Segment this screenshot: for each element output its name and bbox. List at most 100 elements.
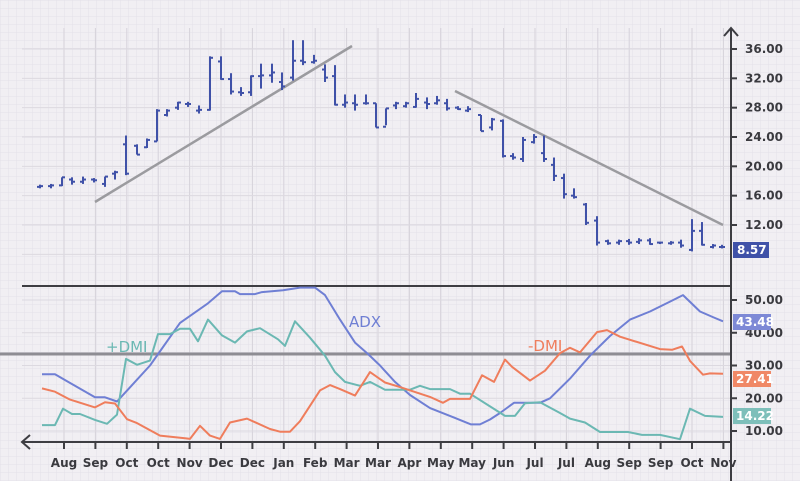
- ohlc-bar: [373, 102, 379, 129]
- ohlc-bar: [332, 65, 338, 106]
- ohlc-bar: [352, 94, 358, 111]
- ohlc-bar: [300, 40, 306, 66]
- price-badge-text: 8.57: [737, 243, 767, 257]
- x-axis-arrow-icon: [20, 434, 31, 450]
- x-tick-label: Dec: [208, 456, 233, 470]
- ohlc-bar: [290, 40, 296, 81]
- minus-dmi-badge: 27.41: [733, 371, 774, 387]
- ohlc-bar: [269, 63, 275, 83]
- x-tick-label: Aug: [51, 456, 77, 470]
- ohlc-bar: [719, 244, 725, 249]
- x-axis-ticks: Aug Sep Oct Oct Nov Dec Dec Jan Feb Mar Mar Apr May M…: [51, 442, 737, 470]
- ohlc-bar: [594, 216, 600, 246]
- price-tick-label: 32.00: [745, 71, 783, 85]
- ohlc-bar: [228, 73, 234, 95]
- ohlc-bar: [489, 117, 495, 131]
- price-panel: [37, 40, 725, 252]
- ohlc-bar: [175, 101, 181, 110]
- ohlc-bar: [311, 54, 317, 64]
- x-tick-label: Jun: [492, 456, 515, 470]
- ohlc-bar: [434, 95, 440, 105]
- plus-dmi-badge: 14.22: [733, 408, 774, 424]
- ohlc-bar: [647, 238, 653, 246]
- ohlc-bars: [37, 40, 725, 252]
- y-axis-arrow-icon: [723, 26, 739, 37]
- ohlc-bar: [668, 241, 674, 245]
- x-tick-label: Dec: [240, 456, 265, 470]
- adx-badge-text: 43.48: [736, 315, 774, 329]
- ohlc-bar: [363, 94, 369, 105]
- ohlc-bar: [342, 94, 348, 108]
- x-tick-label: Sep: [83, 456, 109, 470]
- ohlc-bar: [626, 238, 632, 245]
- adx-label: ADX: [349, 313, 381, 331]
- ohlc-bar: [134, 144, 140, 156]
- price-tick-label: 20.00: [745, 159, 783, 173]
- ohlc-bar: [207, 56, 213, 111]
- indicator-tick-label: 10.00: [745, 424, 783, 438]
- ohlc-bar: [465, 106, 471, 113]
- ohlc-bar: [699, 222, 705, 246]
- x-tick-label: Aug: [585, 456, 611, 470]
- ohlc-bar: [510, 153, 516, 160]
- ohlc-bar: [258, 63, 264, 89]
- ohlc-bar: [196, 105, 202, 114]
- ohlc-bar: [689, 219, 695, 252]
- x-tick-label: May: [458, 456, 486, 470]
- indicator-tick-label: 30.00: [745, 359, 783, 373]
- ohlc-bar: [551, 157, 557, 181]
- ohlc-bar: [657, 241, 663, 245]
- ohlc-bar: [102, 175, 108, 187]
- x-tick-label: Oct: [115, 456, 138, 470]
- ohlc-bar: [583, 202, 589, 225]
- ohlc-bar: [123, 135, 129, 176]
- plus-dmi-badge-text: 14.22: [736, 409, 774, 423]
- ohlc-bar: [710, 244, 716, 249]
- x-tick-label: Jul: [525, 456, 543, 470]
- x-tick-label: Mar: [334, 456, 360, 470]
- ohlc-bar: [478, 113, 484, 133]
- ohlc-bar: [322, 64, 328, 82]
- ohlc-bar: [393, 101, 399, 110]
- ohlc-bar: [238, 87, 244, 96]
- minus-dmi-label: -DMI: [528, 337, 562, 355]
- ohlc-bar: [444, 98, 450, 111]
- minus-dmi-badge-text: 27.41: [736, 372, 774, 386]
- adx-line: [42, 286, 724, 426]
- ohlc-bar: [424, 97, 430, 110]
- ohlc-bar: [403, 101, 409, 108]
- x-tick-label: Feb: [303, 456, 328, 470]
- ohlc-bar: [571, 188, 577, 199]
- ohlc-bar: [541, 135, 547, 162]
- uptrend-line: [94, 44, 353, 204]
- ohlc-bar: [144, 138, 150, 149]
- ohlc-bar: [185, 101, 191, 107]
- ohlc-bar: [678, 239, 684, 248]
- ohlc-bar: [636, 238, 642, 245]
- ohlc-bar: [605, 239, 611, 245]
- ohlc-bar: [520, 136, 526, 162]
- x-tick-label: Oct: [147, 456, 170, 470]
- ohlc-bar: [37, 184, 43, 189]
- price-tick-label: 12.00: [745, 218, 783, 232]
- price-tick-label: 24.00: [745, 130, 783, 144]
- minus-dmi-line: [41, 329, 724, 440]
- ohlc-bar: [48, 183, 54, 189]
- ohlc-bar: [383, 107, 389, 128]
- adx-badge: 43.48: [733, 314, 774, 330]
- price-tick-label: 16.00: [745, 189, 783, 203]
- price-tick-label: 36.00: [745, 42, 783, 56]
- price-axis-ticks: 36.00 32.00 28.00 24.00 20.00 16.00 12.00: [731, 42, 783, 232]
- ohlc-bar: [164, 109, 170, 117]
- ohlc-bar: [59, 176, 65, 187]
- indicator-tick-label: 50.00: [745, 293, 783, 307]
- x-tick-label: Apr: [398, 456, 422, 470]
- ohlc-bar: [248, 75, 254, 96]
- x-tick-label: Sep: [617, 456, 643, 470]
- ohlc-bar: [80, 176, 86, 184]
- x-tick-label: Jan: [272, 456, 294, 470]
- ohlc-bar: [112, 170, 118, 180]
- price-badge: 8.57: [733, 242, 769, 258]
